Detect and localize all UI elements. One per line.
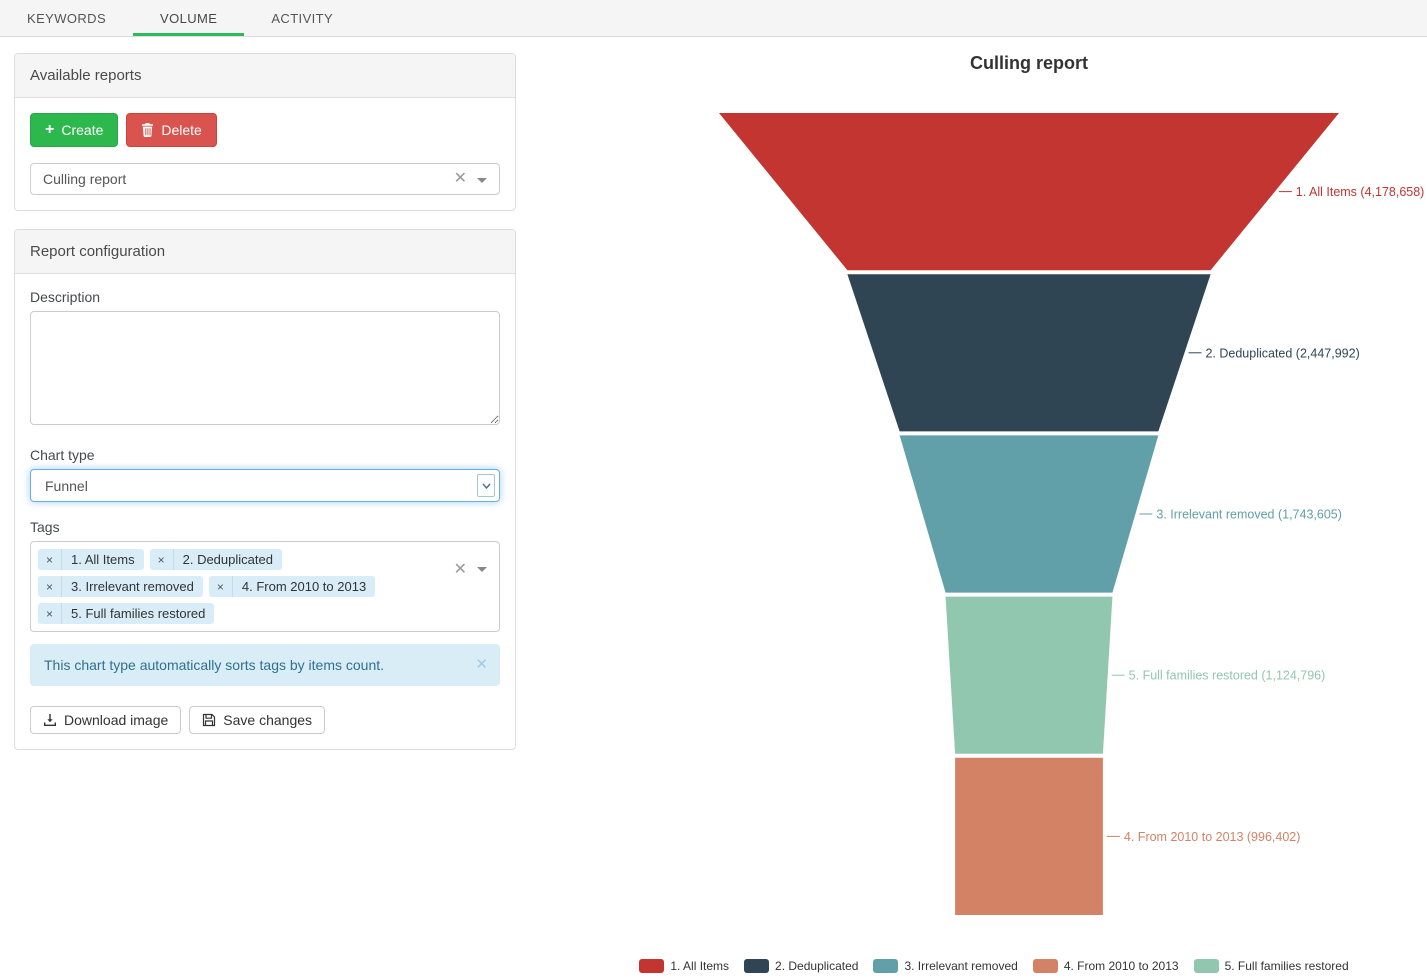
create-button-label: Create: [61, 122, 104, 138]
legend-swatch: [639, 959, 665, 973]
funnel-label: 2. Deduplicated (2,447,992): [1205, 346, 1359, 360]
legend-item[interactable]: 3. Irrelevant removed: [873, 959, 1018, 973]
tag-remove-icon[interactable]: ×: [38, 576, 63, 597]
tag-remove-icon[interactable]: ×: [38, 549, 63, 570]
legend-swatch: [744, 959, 770, 973]
funnel-segment[interactable]: [899, 435, 1159, 593]
funnel-segment[interactable]: [847, 274, 1211, 432]
tab-volume[interactable]: VOLUME: [133, 0, 245, 36]
save-icon: [202, 713, 216, 727]
chevron-down-icon[interactable]: [477, 178, 487, 183]
funnel-segment[interactable]: [945, 596, 1113, 754]
funnel-label: 5. Full families restored (1,124,796): [1129, 669, 1326, 683]
left-column: Available reports + Create Delete: [0, 37, 531, 978]
tag-remove-icon[interactable]: ×: [150, 549, 174, 570]
legend-label: 2. Deduplicated: [775, 959, 859, 973]
chart-type-select[interactable]: Funnel: [30, 469, 500, 502]
download-image-button[interactable]: Download image: [30, 706, 182, 734]
chart-type-label: Chart type: [30, 447, 95, 463]
funnel-label: 4. From 2010 to 2013 (996,402): [1124, 830, 1301, 844]
legend-label: 1. All Items: [670, 959, 730, 973]
delete-button-label: Delete: [161, 122, 202, 138]
available-reports-title: Available reports: [15, 54, 515, 98]
delete-button[interactable]: Delete: [126, 113, 217, 147]
tag-pill: × 4. From 2010 to 2013: [208, 576, 376, 597]
tag-remove-icon[interactable]: ×: [38, 603, 63, 624]
available-reports-panel: Available reports + Create Delete: [14, 53, 516, 211]
funnel-segment[interactable]: [719, 113, 1339, 271]
chart-legend: 1. All Items 2. Deduplicated 3. Irrelevant…: [561, 959, 1427, 973]
tab-activity[interactable]: ACTIVITY: [271, 10, 334, 26]
tag-label: 5. Full families restored: [71, 606, 206, 621]
funnel-label: 1. All Items (4,178,658): [1296, 185, 1425, 199]
legend-label: 4. From 2010 to 2013: [1063, 959, 1179, 973]
legend-label: 3. Irrelevant removed: [904, 959, 1018, 973]
chevron-down-icon[interactable]: [477, 567, 487, 572]
report-configuration-title: Report configuration: [15, 230, 515, 274]
funnel-segment[interactable]: [955, 757, 1103, 915]
tags-multiselect[interactable]: × 1. All Items × 2. Deduplicated × 3. Irrelev…: [30, 541, 500, 632]
tags-clear-icon[interactable]: ✕: [453, 561, 467, 578]
legend-item[interactable]: 4. From 2010 to 2013: [1032, 959, 1179, 973]
create-button[interactable]: + Create: [30, 113, 119, 147]
trash-icon: [141, 123, 154, 137]
report-select[interactable]: Culling report ✕: [30, 163, 500, 195]
chart-title: Culling report: [970, 53, 1088, 73]
download-image-label: Download image: [64, 712, 169, 728]
description-textarea[interactable]: [30, 311, 500, 425]
tag-pill: × 2. Deduplicated: [149, 549, 282, 570]
tag-pill: × 1. All Items: [38, 549, 144, 570]
plus-icon: +: [45, 121, 55, 138]
info-alert: This chart type automatically sorts tags…: [30, 644, 500, 686]
legend-item[interactable]: 2. Deduplicated: [744, 959, 858, 973]
tab-keywords[interactable]: KEYWORDS: [27, 10, 107, 26]
report-select-value: Culling report: [43, 171, 127, 187]
legend-swatch: [1032, 959, 1058, 973]
alert-close-icon[interactable]: ✕: [475, 656, 488, 673]
chart-type-value: Funnel: [45, 477, 88, 494]
tag-remove-icon[interactable]: ×: [209, 576, 233, 597]
report-configuration-panel: Report configuration Description Chart t…: [14, 229, 516, 750]
tag-label: 4. From 2010 to 2013: [241, 579, 367, 594]
legend-item[interactable]: 1. All Items: [639, 959, 729, 973]
funnel-canvas: 1. All Items (4,178,658) 2. Deduplicated …: [719, 113, 1425, 915]
tag-pill: × 3. Irrelevant removed: [38, 576, 203, 597]
funnel-chart: Culling report 1. All Items (4,178,658) 2…: [531, 37, 1427, 978]
description-label: Description: [30, 289, 101, 305]
legend-swatch: [1193, 959, 1219, 973]
save-changes-button[interactable]: Save changes: [189, 706, 326, 734]
tags-label: Tags: [30, 519, 60, 535]
tag-pill: × 5. Full families restored: [38, 603, 215, 624]
tag-label: 1. All Items: [71, 552, 135, 567]
top-tab-bar: KEYWORDS VOLUME ACTIVITY: [0, 0, 1427, 37]
report-clear-icon[interactable]: ✕: [453, 170, 467, 187]
legend-swatch: [873, 959, 899, 973]
tag-label: 2. Deduplicated: [182, 552, 273, 567]
save-changes-label: Save changes: [223, 712, 313, 728]
download-icon: [43, 713, 57, 727]
tag-label: 3. Irrelevant removed: [71, 579, 194, 594]
info-alert-text: This chart type automatically sorts tags…: [44, 657, 385, 673]
legend-item[interactable]: 5. Full families restored: [1193, 959, 1349, 973]
legend-label: 5. Full families restored: [1224, 959, 1349, 973]
select-arrow-icon[interactable]: [477, 474, 495, 497]
funnel-label: 3. Irrelevant removed (1,743,605): [1156, 508, 1342, 522]
